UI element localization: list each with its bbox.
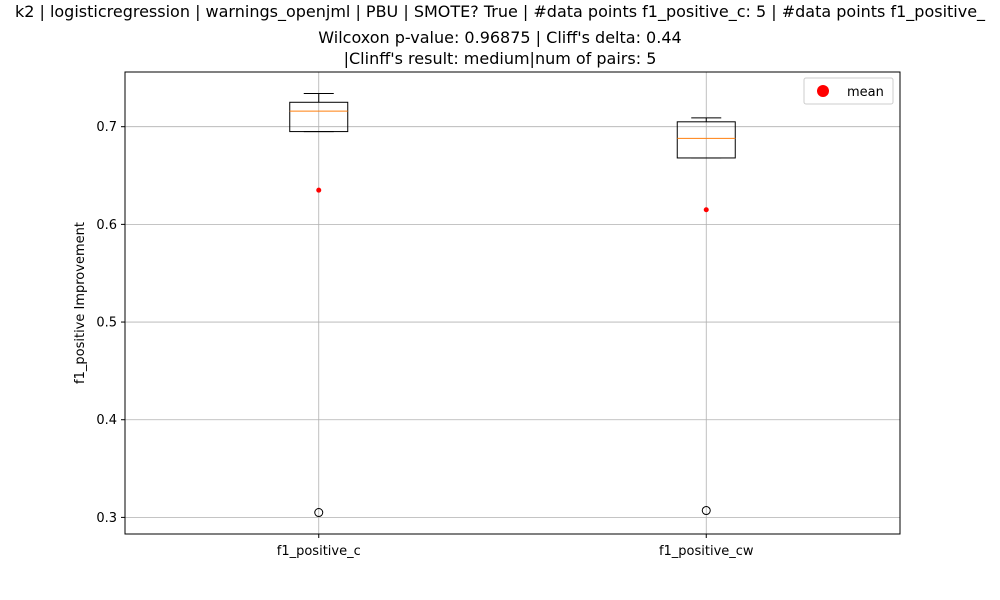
legend: mean xyxy=(803,77,894,105)
ticks-layer: 0.3 0.4 0.5 0.6 0.7 f1_positive_c f1_positive_… xyxy=(96,120,754,559)
mean-point xyxy=(703,207,709,213)
iqr-box xyxy=(289,101,349,133)
boxes-layer xyxy=(289,92,736,518)
chart-title-line-2: Wilcoxon p-value: 0.96875 | Cliff's delt… xyxy=(318,28,682,47)
axes-frame xyxy=(124,71,901,535)
y-tick-label: 0.3 xyxy=(96,511,117,526)
box-f1_positive_c xyxy=(289,92,349,518)
mean-point xyxy=(316,187,322,193)
y-tick-label: 0.7 xyxy=(96,120,117,135)
legend-mean-label: mean xyxy=(847,85,884,100)
y-tick-label: 0.6 xyxy=(96,218,117,233)
legend-mean-marker xyxy=(817,85,829,97)
outlier-point xyxy=(701,506,711,516)
chart-title-line-1: k2 | logisticregression | warnings_openj… xyxy=(14,2,986,21)
iqr-box xyxy=(676,121,736,159)
y-axis-label: f1_positive Improvement xyxy=(73,222,88,384)
x-tick-label: f1_positive_c xyxy=(277,544,361,559)
x-tick-label: f1_positive_cw xyxy=(659,544,754,559)
grid-lines xyxy=(125,72,900,534)
outlier-point xyxy=(314,508,324,518)
box-f1_positive_cw xyxy=(676,117,736,516)
chart-title-line-3: |Clinff's result: medium|num of pairs: 5 xyxy=(343,49,657,68)
y-tick-label: 0.4 xyxy=(96,413,117,428)
y-tick-label: 0.5 xyxy=(96,316,117,331)
legend-frame xyxy=(803,77,894,105)
